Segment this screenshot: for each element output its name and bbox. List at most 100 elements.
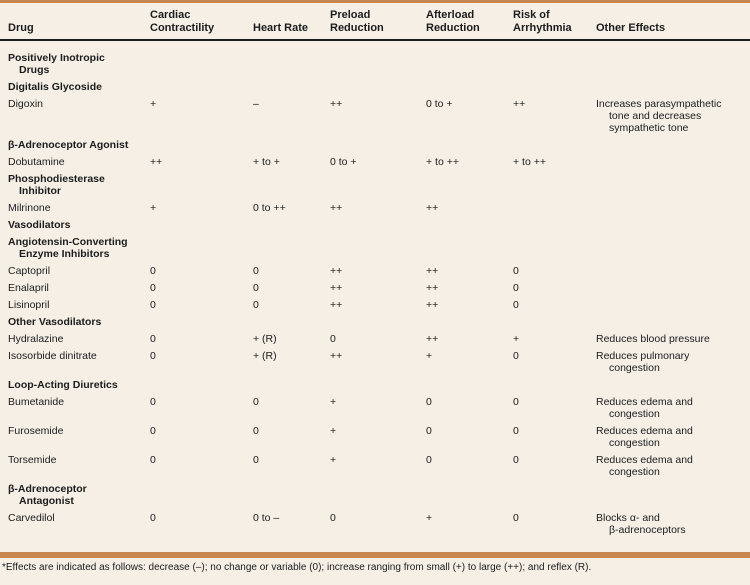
- section-heading-beta-adrenoceptor-agonist: β-Adrenoceptor Agonist: [8, 139, 129, 151]
- cell-afterload-reduction: 0: [426, 454, 432, 466]
- cell-cardiac-contractility: +: [150, 98, 157, 110]
- cell-cardiac-contractility: 0: [150, 282, 156, 294]
- cell-heart-rate: 0: [253, 299, 259, 311]
- cell-risk-of-arrhythmia: 0: [513, 512, 519, 524]
- cell-heart-rate: + (R): [253, 350, 277, 362]
- top-accent-rule: [0, 0, 750, 3]
- drug-name: Furosemide: [8, 425, 64, 437]
- column-header-drug: Drug: [8, 21, 34, 34]
- cell-risk-of-arrhythmia: 0: [513, 299, 519, 311]
- cell-heart-rate: 0: [253, 425, 259, 437]
- cell-cardiac-contractility: 0: [150, 299, 156, 311]
- drug-name: Carvedilol: [8, 512, 55, 524]
- cell-heart-rate: –: [253, 98, 259, 110]
- cell-heart-rate: + (R): [253, 333, 277, 345]
- cell-risk-of-arrhythmia: 0: [513, 425, 519, 437]
- cell-preload-reduction: ++: [330, 202, 343, 214]
- header-divider-rule: [0, 39, 750, 41]
- cell-other-effects: Reduces blood pressure: [596, 333, 710, 345]
- cell-afterload-reduction: 0: [426, 396, 432, 408]
- section-heading-vasodilators: Vasodilators: [8, 219, 71, 231]
- cell-cardiac-contractility: 0: [150, 454, 156, 466]
- cell-cardiac-contractility: 0: [150, 333, 156, 345]
- section-heading-digitalis-glycoside: Digitalis Glycoside: [8, 81, 102, 93]
- cell-heart-rate: 0: [253, 282, 259, 294]
- cell-cardiac-contractility: +: [150, 202, 157, 214]
- cell-cardiac-contractility: ++: [150, 156, 163, 168]
- cell-preload-reduction: 0: [330, 333, 336, 345]
- table-body: Positively Inotropic Drugs Digitalis Gly…: [0, 41, 750, 536]
- cell-preload-reduction: +: [330, 454, 337, 466]
- section-heading-loop-acting-diuretics: Loop-Acting Diuretics: [8, 379, 118, 391]
- drug-name: Torsemide: [8, 454, 57, 466]
- cell-preload-reduction: +: [330, 396, 337, 408]
- section-heading-beta-adrenoceptor-antagonist: β-Adrenoceptor Antagonist: [8, 483, 87, 507]
- cell-heart-rate: 0 to –: [253, 512, 280, 524]
- cell-risk-of-arrhythmia: ++: [513, 98, 526, 110]
- cell-risk-of-arrhythmia: 0: [513, 350, 519, 362]
- cell-afterload-reduction: +: [426, 512, 433, 524]
- cell-afterload-reduction: ++: [426, 265, 439, 277]
- cell-risk-of-arrhythmia: + to ++: [513, 156, 546, 168]
- table-row-enalapril: Enalapril 0 0 ++ ++ 0: [8, 282, 750, 294]
- cell-heart-rate: 0: [253, 265, 259, 277]
- cell-cardiac-contractility: 0: [150, 425, 156, 437]
- column-header-cardiac-contractility: Cardiac Contractility: [150, 9, 215, 34]
- table-row-digoxin: Digoxin + – ++ 0 to + ++ Increases paras…: [8, 98, 750, 134]
- table-row-torsemide: Torsemide 0 0 + 0 0 Reduces edema and co…: [8, 454, 750, 478]
- cell-other-effects: Reduces edema and congestion: [596, 396, 693, 420]
- drug-name: Digoxin: [8, 98, 44, 110]
- table-row-bumetanide: Bumetanide 0 0 + 0 0 Reduces edema and c…: [8, 396, 750, 420]
- cell-afterload-reduction: 0: [426, 425, 432, 437]
- table-row-carvedilol: Carvedilol 0 0 to – 0 + 0 Blocks α- and …: [8, 512, 750, 536]
- table-row-isosorbide-dinitrate: Isosorbide dinitrate 0 + (R) ++ + 0 Redu…: [8, 350, 750, 374]
- table-row-hydralazine: Hydralazine 0 + (R) 0 ++ + Reduces blood…: [8, 333, 750, 345]
- cell-risk-of-arrhythmia: 0: [513, 282, 519, 294]
- cell-risk-of-arrhythmia: +: [513, 333, 520, 345]
- cell-preload-reduction: ++: [330, 265, 343, 277]
- cell-preload-reduction: ++: [330, 299, 343, 311]
- cell-preload-reduction: 0: [330, 512, 336, 524]
- cell-other-effects: Reduces pulmonary congestion: [596, 350, 690, 374]
- section-heading-other-vasodilators: Other Vasodilators: [8, 316, 102, 328]
- cell-afterload-reduction: ++: [426, 282, 439, 294]
- cell-heart-rate: 0 to ++: [253, 202, 286, 214]
- cell-heart-rate: + to +: [253, 156, 280, 168]
- column-header-risk-of-arrhythmia: Risk of Arrhythmia: [513, 9, 572, 34]
- cell-afterload-reduction: +: [426, 350, 433, 362]
- column-header-afterload-reduction: Afterload Reduction: [426, 9, 480, 34]
- drug-name: Milrinone: [8, 202, 51, 214]
- drug-name: Bumetanide: [8, 396, 65, 408]
- table-row-captopril: Captopril 0 0 ++ ++ 0: [8, 265, 750, 277]
- column-header-preload-reduction: Preload Reduction: [330, 9, 384, 34]
- cell-preload-reduction: ++: [330, 282, 343, 294]
- bottom-accent-bar: [0, 552, 750, 558]
- drug-name: Dobutamine: [8, 156, 65, 168]
- cell-preload-reduction: ++: [330, 350, 343, 362]
- cell-afterload-reduction: 0 to +: [426, 98, 453, 110]
- cell-other-effects: Increases parasympathetic tone and decre…: [596, 98, 722, 134]
- table-row-milrinone: Milrinone + 0 to ++ ++ ++: [8, 202, 750, 214]
- cell-heart-rate: 0: [253, 396, 259, 408]
- cell-cardiac-contractility: 0: [150, 350, 156, 362]
- cell-risk-of-arrhythmia: 0: [513, 396, 519, 408]
- cell-risk-of-arrhythmia: 0: [513, 265, 519, 277]
- cell-cardiac-contractility: 0: [150, 512, 156, 524]
- cell-other-effects: Reduces edema and congestion: [596, 454, 693, 478]
- drug-name: Enalapril: [8, 282, 49, 294]
- table-row-dobutamine: Dobutamine ++ + to + 0 to + + to ++ + to…: [8, 156, 750, 168]
- cell-preload-reduction: ++: [330, 98, 343, 110]
- cell-preload-reduction: +: [330, 425, 337, 437]
- drug-name: Lisinopril: [8, 299, 50, 311]
- drug-name: Isosorbide dinitrate: [8, 350, 97, 362]
- cell-other-effects: Reduces edema and congestion: [596, 425, 693, 449]
- cell-afterload-reduction: ++: [426, 333, 439, 345]
- cell-preload-reduction: 0 to +: [330, 156, 357, 168]
- column-header-other-effects: Other Effects: [596, 21, 666, 34]
- table-row-lisinopril: Lisinopril 0 0 ++ ++ 0: [8, 299, 750, 311]
- cell-afterload-reduction: ++: [426, 299, 439, 311]
- table-footnote: *Effects are indicated as follows: decre…: [2, 562, 592, 573]
- cell-cardiac-contractility: 0: [150, 265, 156, 277]
- section-heading-phosphodiesterase-inhibitor: Phosphodiesterase Inhibitor: [8, 173, 105, 197]
